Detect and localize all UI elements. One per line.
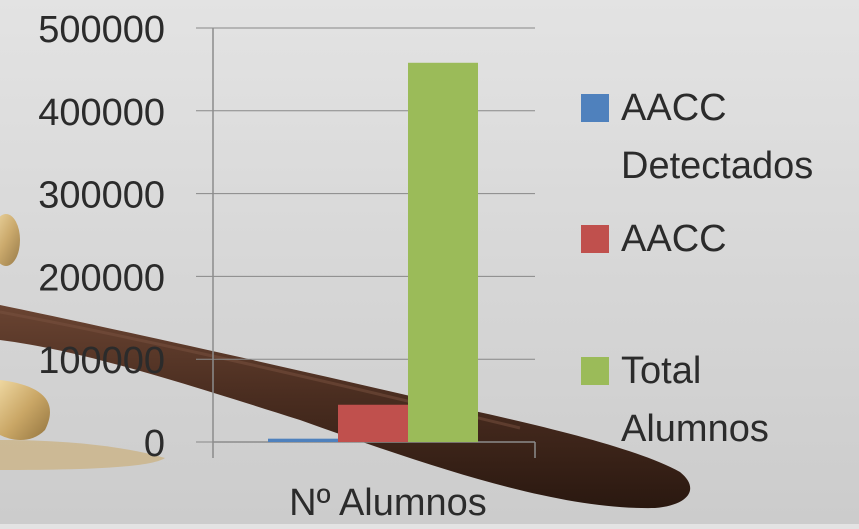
legend-label: Alumnos [621,408,769,450]
y-tick-label: 200000 [38,257,165,299]
x-axis-tick-labels: Nº Alumnos [289,482,487,524]
bar-aacc-detectados [268,438,338,442]
bars [268,62,478,442]
y-tick-label: 0 [144,423,165,465]
y-axis-tick-labels: 0 100000 200000 300000 400000 500000 [38,9,165,465]
legend-label: Detectados [621,145,813,187]
legend-label: AACC [621,87,727,129]
gridlines [196,27,535,443]
y-tick-label: 100000 [38,340,165,382]
bar-aacc [338,404,408,442]
legend-swatch [581,225,609,253]
bar-total-alumnos [408,62,478,442]
legend-label: AACC [621,218,727,260]
y-tick-label: 300000 [38,175,165,217]
y-tick-label: 500000 [38,9,165,51]
y-tick-label: 400000 [38,92,165,134]
legend-swatch [581,357,609,385]
legend-swatch [581,94,609,122]
x-tick-label: Nº Alumnos [289,482,487,524]
legend: AACC Detectados AACC Total Alumnos [581,87,813,450]
legend-label: Total [621,350,701,392]
